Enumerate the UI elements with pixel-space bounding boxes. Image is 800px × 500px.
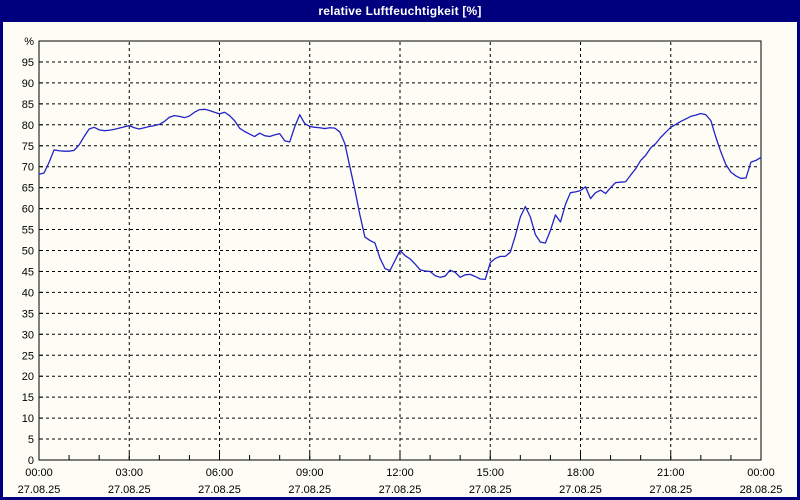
humidity-series-line — [38, 108, 762, 281]
x-tick-time-label: 09:00 — [296, 467, 324, 479]
x-tick-time-label: 21:00 — [657, 467, 685, 479]
x-tick-time-label: 00:00 — [747, 467, 775, 479]
x-tick-date-label: 27.08.25 — [288, 484, 331, 496]
y-tick-label: 25 — [22, 350, 34, 362]
x-tick-date-label: 27.08.25 — [108, 484, 151, 496]
y-tick-label: 60 — [22, 204, 34, 216]
y-tick-label: 70 — [22, 162, 34, 174]
x-tick-date-label: 27.08.25 — [559, 484, 602, 496]
x-tick-time-label: 03:00 — [115, 467, 143, 479]
y-tick-label: 75 — [22, 141, 34, 153]
y-axis-unit-label: % — [24, 36, 34, 48]
x-tick-time-label: 15:00 — [476, 467, 504, 479]
x-tick-date-label: 27.08.25 — [18, 484, 61, 496]
y-tick-label: 55 — [22, 225, 34, 237]
y-tick-label: 20 — [22, 371, 34, 383]
x-tick-date-label: 27.08.25 — [649, 484, 692, 496]
y-tick-label: 0 — [28, 455, 34, 467]
x-tick-time-label: 12:00 — [386, 467, 414, 479]
y-tick-label: 90 — [22, 78, 34, 90]
title-bar: relative Luftfeuchtigkeit [%] — [3, 0, 797, 22]
y-tick-label: 15 — [22, 392, 34, 404]
x-tick-date-label: 27.08.25 — [469, 484, 512, 496]
y-tick-label: 35 — [22, 308, 34, 320]
y-tick-label: 80 — [22, 120, 34, 132]
y-tick-label: 65 — [22, 183, 34, 195]
y-tick-label: 40 — [22, 287, 34, 299]
y-tick-label: 45 — [22, 266, 34, 278]
y-tick-label: 5 — [28, 434, 34, 446]
y-tick-label: 10 — [22, 413, 34, 425]
y-tick-label: 30 — [22, 329, 34, 341]
y-tick-label: 85 — [22, 99, 34, 111]
axis-labels: 0 5 10 15 20 25 30 35 40 45 50 55 60 65 70 75 80 85 90 95% 0… — [18, 36, 783, 496]
x-tick-time-label: 06:00 — [206, 467, 234, 479]
x-tick-date-label: 27.08.25 — [379, 484, 422, 496]
y-tick-label: 50 — [22, 246, 34, 258]
x-tick-date-label: 27.08.25 — [198, 484, 241, 496]
axes — [38, 40, 762, 461]
chart-title: relative Luftfeuchtigkeit [%] — [318, 4, 482, 18]
y-tick-label: 95 — [22, 57, 34, 69]
x-tick-time-label: 18:00 — [567, 467, 595, 479]
x-tick-time-label: 00:00 — [25, 467, 53, 479]
x-tick-date-label: 28.08.25 — [740, 484, 783, 496]
